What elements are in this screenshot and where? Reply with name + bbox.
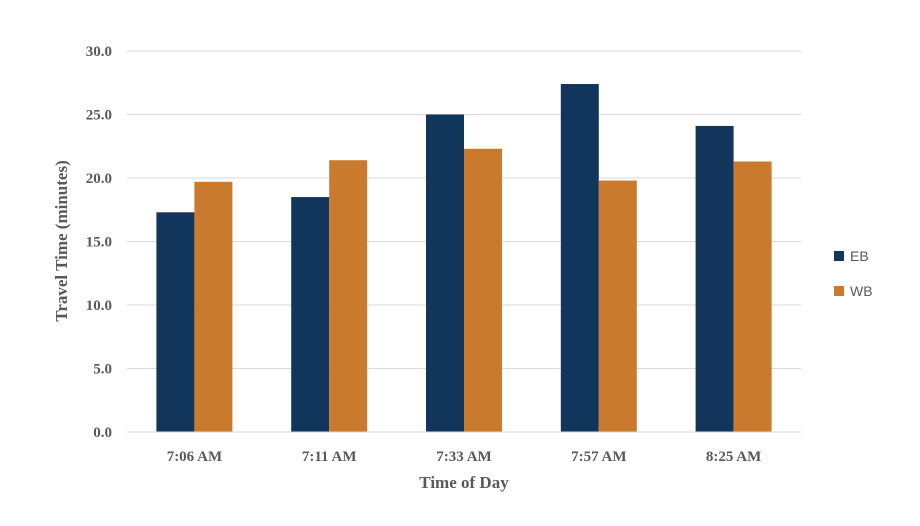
y-tick-label: 10.0 (86, 298, 112, 314)
legend-swatch-wb (834, 286, 844, 296)
bar-wb-3 (598, 180, 637, 432)
y-tick-label: 20.0 (86, 171, 112, 187)
x-axis-title: Time of Day (419, 473, 509, 492)
y-tick-label: 0.0 (93, 425, 112, 441)
bar-eb-4 (695, 125, 734, 433)
x-tick-label: 7:33 AM (436, 449, 491, 465)
bar-eb-2 (426, 114, 464, 432)
x-tick-label: 7:57 AM (571, 449, 626, 465)
bar-eb-3 (560, 84, 599, 433)
x-tick-label: 7:06 AM (167, 449, 222, 465)
y-tick-label: 30.0 (86, 44, 112, 60)
legend-swatch-eb (834, 251, 844, 261)
legend-label-wb: WB (850, 283, 873, 299)
y-tick-label: 25.0 (86, 108, 112, 124)
bar-wb-4 (733, 161, 772, 433)
x-tick-label: 8:25 AM (706, 449, 761, 465)
legend: EB WB (834, 248, 873, 299)
bars (156, 84, 772, 433)
bar-wb-2 (464, 148, 502, 433)
bar-eb-1 (291, 197, 330, 432)
bar-eb-0 (156, 212, 195, 432)
y-tick-label: 5.0 (93, 362, 112, 378)
y-tick-labels: 0.0 5.0 10.0 15.0 20.0 25.0 30.0 (86, 44, 112, 441)
bar-wb-1 (329, 160, 368, 432)
y-axis-title: Travel Time (minutes) (52, 160, 71, 321)
x-tick-labels: 7:06 AM 7:11 AM 7:33 AM 7:57 AM 8:25 AM (167, 449, 762, 465)
y-tick-label: 15.0 (86, 235, 112, 251)
x-tick-label: 7:11 AM (302, 449, 357, 465)
legend-label-eb: EB (850, 248, 869, 264)
bar-wb-0 (194, 181, 233, 432)
